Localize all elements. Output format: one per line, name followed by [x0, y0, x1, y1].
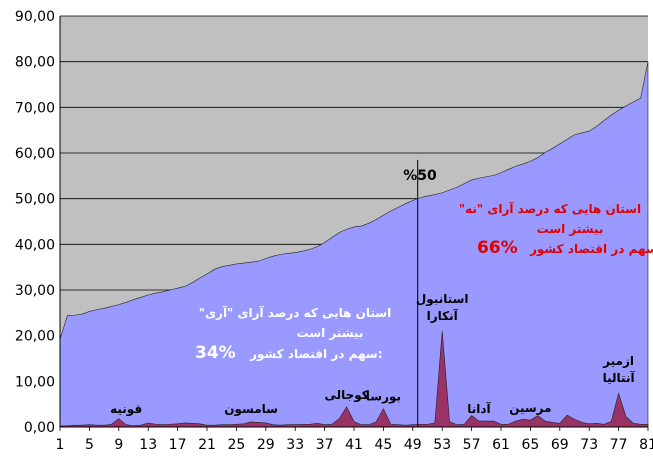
x-tick-label: 13: [139, 437, 157, 453]
y-tick-label: 0,00: [24, 420, 55, 436]
x-tick-label: 69: [551, 437, 569, 453]
yes-share-value: 34%: [195, 343, 236, 363]
province-label: کوجالی: [324, 388, 368, 403]
province-label: آدانا: [467, 401, 491, 416]
x-tick-label: 17: [169, 437, 187, 453]
province-label: سامسون: [224, 402, 278, 417]
y-tick-label: 70,00: [15, 100, 55, 116]
x-tick-label: 9: [114, 437, 123, 453]
y-tick-label: 20,00: [15, 329, 55, 345]
yes-annotation-line3: سهم در اقتصاد کشور:: [249, 347, 383, 362]
y-tick-label: 30,00: [15, 283, 55, 299]
yes-annotation-line2: بیشتر است: [297, 326, 364, 340]
no-annotation-line1: استان هایی که درصد آرای "نه": [459, 201, 641, 216]
x-tick-label: 49: [404, 437, 422, 453]
y-tick-label: 10,00: [15, 374, 55, 390]
x-tick-label: 61: [492, 437, 510, 453]
fifty-percent-label: %50: [403, 168, 437, 184]
province-label: ازمیر: [602, 354, 634, 368]
x-tick-label: 21: [198, 437, 216, 453]
province-label: مرسین: [509, 401, 551, 415]
province-label: آنکارا: [427, 308, 459, 323]
x-tick-label: 73: [580, 437, 598, 453]
yes-annotation-line1: استان هایی که درصد آرای "آری": [199, 305, 391, 320]
y-tick-labels: 0,00 10,00 20,00 30,00 40,00 50,00 60,00 70,00 8…: [15, 9, 55, 436]
x-tick-label: 29: [257, 437, 275, 453]
x-tick-labels: 1 5 9 13 17 21 25 29 33 37 41 45 49 53 57 61 65 69 73 77 81: [56, 437, 653, 453]
x-tick-label: 1: [56, 437, 65, 453]
x-tick-label: 65: [521, 437, 539, 453]
province-label: آنتالیا: [603, 370, 636, 385]
y-tick-label: 50,00: [15, 192, 55, 208]
province-label: قونیه: [110, 402, 142, 417]
no-share-value: 66%: [477, 238, 518, 258]
province-share-area: [59, 331, 649, 428]
x-tick-label: 57: [463, 437, 481, 453]
axes: [59, 16, 649, 431]
y-tick-label: 80,00: [15, 55, 55, 71]
cumulative-share-area: [59, 61, 649, 428]
no-annotation-line2: بیشتر است: [537, 222, 604, 236]
province-label: استانبول: [416, 292, 469, 307]
y-tick-label: 40,00: [15, 237, 55, 253]
x-tick-label: 45: [374, 437, 392, 453]
x-tick-label: 81: [639, 437, 653, 453]
x-tick-label: 77: [610, 437, 628, 453]
y-tick-label: 90,00: [15, 9, 55, 25]
x-tick-label: 5: [85, 437, 94, 453]
province-label: بورسا: [366, 390, 401, 405]
x-tick-label: 37: [316, 437, 334, 453]
x-tick-label: 25: [227, 437, 245, 453]
x-tick-label: 33: [286, 437, 304, 453]
x-tick-label: 41: [345, 437, 363, 453]
no-annotation-line3: سهم در اقتصاد کشور:: [529, 242, 653, 257]
y-tick-label: 60,00: [15, 146, 55, 162]
x-tick-label: 53: [433, 437, 451, 453]
